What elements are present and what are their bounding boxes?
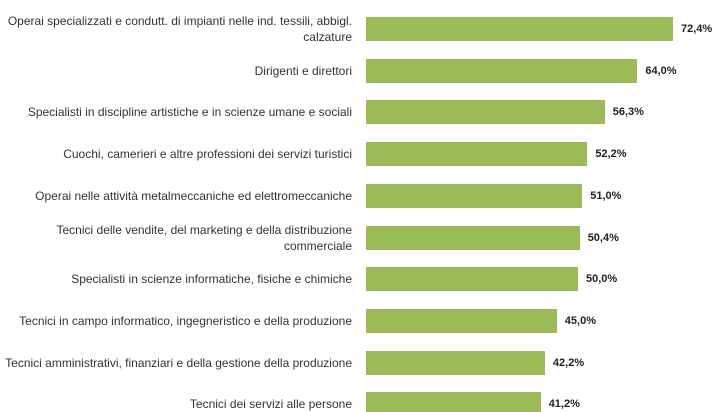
category-label: Tecnici delle vendite, del marketing e d… xyxy=(56,222,353,253)
category-label: Specialisti in scienze informatiche, fis… xyxy=(71,272,352,287)
value-label: 50,0% xyxy=(586,273,618,286)
value-label: 50,4% xyxy=(587,231,619,244)
value-label: 64,0% xyxy=(645,64,677,77)
value-label: 51,0% xyxy=(590,189,622,202)
bar xyxy=(366,58,638,83)
value-label: 41,2% xyxy=(548,398,580,411)
bar xyxy=(366,142,588,167)
category-label: Specialisti in discipline artistiche e i… xyxy=(27,105,352,120)
value-label: 72,4% xyxy=(680,23,713,35)
bar xyxy=(366,183,583,208)
bar xyxy=(366,225,580,250)
category-label: Cuochi, camerieri e altre professioni de… xyxy=(63,147,352,162)
bar xyxy=(366,100,605,125)
category-label: Operai nelle attività metalmeccaniche ed… xyxy=(35,188,352,203)
category-label: Operai specializzati e condutt. di impia… xyxy=(7,14,352,44)
category-label: Tecnici dei servizi alle persone xyxy=(189,397,352,412)
category-label: Tecnici in campo informatico, ingegneris… xyxy=(19,313,352,328)
bar xyxy=(366,350,545,375)
bar xyxy=(366,308,557,333)
value-label: 52,2% xyxy=(595,148,627,161)
value-label: 42,2% xyxy=(552,356,585,369)
bar xyxy=(366,392,541,412)
bar xyxy=(366,17,673,41)
category-label: Dirigenti e direttori xyxy=(254,63,352,78)
category-label: Tecnici amministrativi, finanziari e del… xyxy=(5,355,352,370)
bar xyxy=(366,267,578,292)
value-label: 56,3% xyxy=(612,106,644,119)
value-label: 45,0% xyxy=(564,314,596,327)
